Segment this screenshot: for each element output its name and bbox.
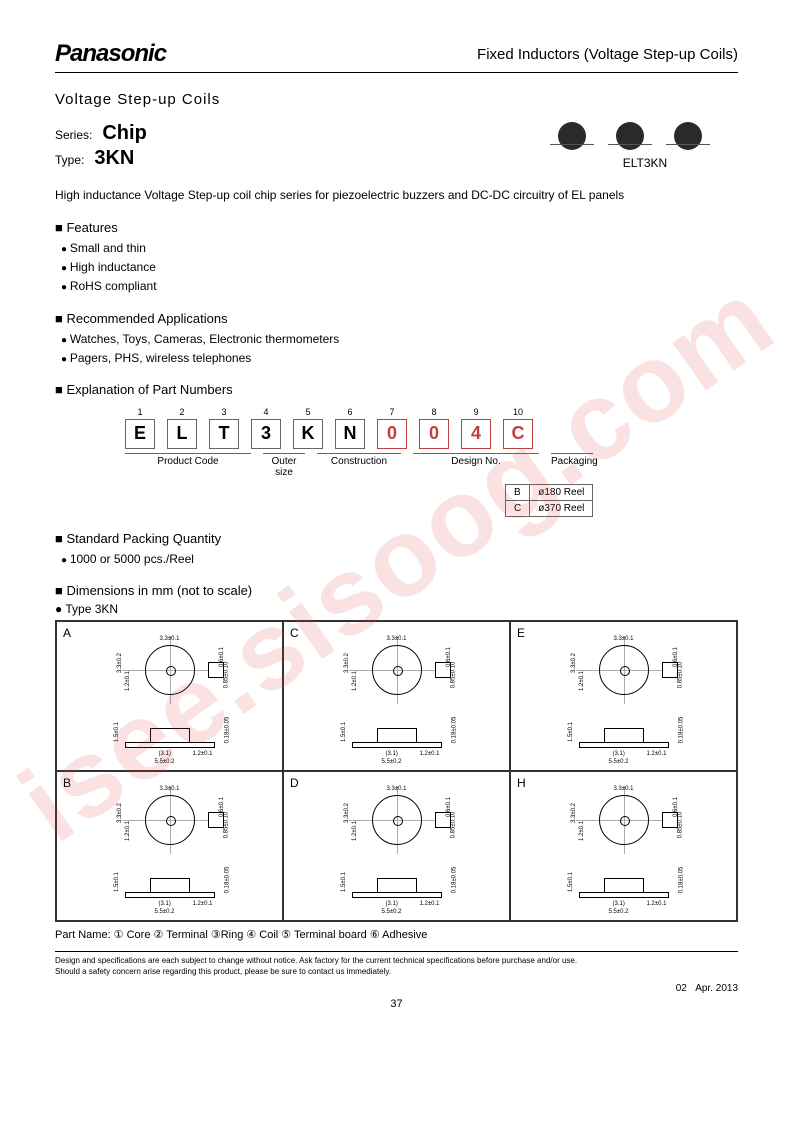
partnum-index: 8	[431, 407, 436, 417]
partnum-index: 2	[179, 407, 184, 417]
packing-item: 1000 or 5000 pcs./Reel	[61, 550, 738, 569]
partnum-index: 9	[473, 407, 478, 417]
chip-label: ELT3KN	[552, 156, 738, 170]
dimension-cell: E3.3±0.13.3±0.21.2±0.10.6±0.10.85±0.101.…	[510, 621, 737, 771]
dim-variant-letter: A	[63, 626, 71, 640]
dim-variant-letter: D	[290, 776, 299, 790]
dimension-cell: A3.3±0.13.3±0.21.2±0.10.6±0.10.85±0.101.…	[56, 621, 283, 771]
partnum-char: C	[503, 419, 533, 449]
chip-image	[668, 122, 708, 150]
partnum-index: 10	[513, 407, 523, 417]
partnum-column: 43	[251, 407, 281, 449]
partnum-char: 3	[251, 419, 281, 449]
series-value: Chip	[102, 122, 146, 145]
partnum-char: K	[293, 419, 323, 449]
footer-date: Apr. 2013	[695, 983, 738, 994]
partnum-column: 70	[377, 407, 407, 449]
footer-line2: Should a safety concern arise regarding …	[55, 967, 738, 977]
dim-variant-letter: C	[290, 626, 299, 640]
part-name-legend: Part Name: ① Core ② Terminal ③Ring ④ Coi…	[55, 928, 738, 945]
page-number: 37	[55, 998, 738, 1010]
footer-rev: 02	[676, 983, 687, 994]
partnum-column: 2L	[167, 407, 197, 449]
partnum-column: 3T	[209, 407, 239, 449]
type-value: 3KN	[94, 147, 134, 170]
apps-list: Watches, Toys, Cameras, Electronic therm…	[55, 330, 738, 368]
footer-meta: 02 Apr. 2013	[55, 983, 738, 994]
partnum-index: 1	[137, 407, 142, 417]
partnum-char: T	[209, 419, 239, 449]
partnum-column: 5K	[293, 407, 323, 449]
features-list: Small and thin High inductance RoHS comp…	[55, 239, 738, 297]
packing-list: 1000 or 5000 pcs./Reel	[55, 550, 738, 569]
technical-drawing: 3.3±0.13.3±0.21.2±0.10.6±0.10.85±0.101.5…	[63, 628, 276, 764]
dimensions-grid: A3.3±0.13.3±0.21.2±0.10.6±0.10.85±0.101.…	[55, 620, 738, 922]
series-label: Series:	[55, 128, 92, 142]
partnum-column: 10 C	[503, 407, 533, 449]
feature-item: RoHS compliant	[61, 277, 738, 296]
feature-item: High inductance	[61, 258, 738, 277]
technical-drawing: 3.3±0.13.3±0.21.2±0.10.6±0.10.85±0.101.5…	[290, 628, 503, 764]
partnum-column: 80	[419, 407, 449, 449]
technical-drawing: 3.3±0.13.3±0.21.2±0.10.6±0.10.85±0.101.5…	[517, 778, 730, 914]
page-header: Panasonic Fixed Inductors (Voltage Step-…	[55, 40, 738, 73]
technical-drawing: 3.3±0.13.3±0.21.2±0.10.6±0.10.85±0.101.5…	[517, 628, 730, 764]
chip-image	[610, 122, 650, 150]
partnum-column: 94	[461, 407, 491, 449]
apps-title: Recommended Applications	[55, 311, 738, 326]
footer-line1: Design and specifications are each subje…	[55, 956, 738, 966]
app-item: Watches, Toys, Cameras, Electronic therm…	[61, 330, 738, 349]
pack-cell: B	[506, 484, 530, 500]
partnum-index: 4	[263, 407, 268, 417]
technical-drawing: 3.3±0.13.3±0.21.2±0.10.6±0.10.85±0.101.5…	[290, 778, 503, 914]
dim-subtitle: Type 3KN	[55, 602, 738, 616]
product-images: ELT3KN	[552, 122, 738, 172]
partnum-char: N	[335, 419, 365, 449]
partnum-label-packaging: Packaging	[551, 453, 593, 478]
footer-disclaimer: Design and specifications are each subje…	[55, 951, 738, 977]
partnum-index: 6	[347, 407, 352, 417]
features-title: Features	[55, 220, 738, 235]
brand-logo: Panasonic	[55, 40, 166, 68]
dimension-cell: D3.3±0.13.3±0.21.2±0.10.6±0.10.85±0.101.…	[283, 771, 510, 921]
partnum-title: Explanation of Part Numbers	[55, 382, 738, 397]
dimension-cell: B3.3±0.13.3±0.21.2±0.10.6±0.10.85±0.101.…	[56, 771, 283, 921]
series-row: Series: Chip Type: 3KN ELT3KN	[55, 122, 738, 172]
description: High inductance Voltage Step-up coil chi…	[55, 186, 738, 204]
chip-image	[552, 122, 592, 150]
partnum-label-construction: Construction	[317, 453, 401, 478]
dimension-cell: C3.3±0.13.3±0.21.2±0.10.6±0.10.85±0.101.…	[283, 621, 510, 771]
pack-cell: C	[506, 500, 530, 516]
partnum-index: 7	[389, 407, 394, 417]
partnum-index: 3	[221, 407, 226, 417]
dim-variant-letter: E	[517, 626, 525, 640]
partnum-char: 0	[419, 419, 449, 449]
partnum-label-design-no: Design No.	[413, 453, 539, 478]
page-subtitle: Voltage Step-up Coils	[55, 91, 738, 108]
partnum-index: 5	[305, 407, 310, 417]
packaging-table: Bø180 Reel Cø370 Reel	[505, 484, 593, 517]
partnum-char: L	[167, 419, 197, 449]
partnum-column: 1E	[125, 407, 155, 449]
partnum-column: 6N	[335, 407, 365, 449]
partnum-char: 0	[377, 419, 407, 449]
technical-drawing: 3.3±0.13.3±0.21.2±0.10.6±0.10.85±0.101.5…	[63, 778, 276, 914]
dimension-cell: H3.3±0.13.3±0.21.2±0.10.6±0.10.85±0.101.…	[510, 771, 737, 921]
partnum-label-outer-size: Outer size	[263, 453, 305, 478]
type-label: Type:	[55, 153, 84, 167]
part-number-diagram: 1E2L3T435K6N70809410C Product Code Outer…	[125, 407, 738, 478]
partnum-char: E	[125, 419, 155, 449]
feature-item: Small and thin	[61, 239, 738, 258]
pack-cell: ø370 Reel	[530, 500, 593, 516]
app-item: Pagers, PHS, wireless telephones	[61, 349, 738, 368]
pack-cell: ø180 Reel	[530, 484, 593, 500]
dim-variant-letter: B	[63, 776, 71, 790]
header-category: Fixed Inductors (Voltage Step-up Coils)	[477, 46, 738, 63]
partnum-char: 4	[461, 419, 491, 449]
dim-variant-letter: H	[517, 776, 526, 790]
dim-title: Dimensions in mm (not to scale)	[55, 583, 738, 598]
packing-title: Standard Packing Quantity	[55, 531, 738, 546]
partnum-label-product-code: Product Code	[125, 453, 251, 478]
